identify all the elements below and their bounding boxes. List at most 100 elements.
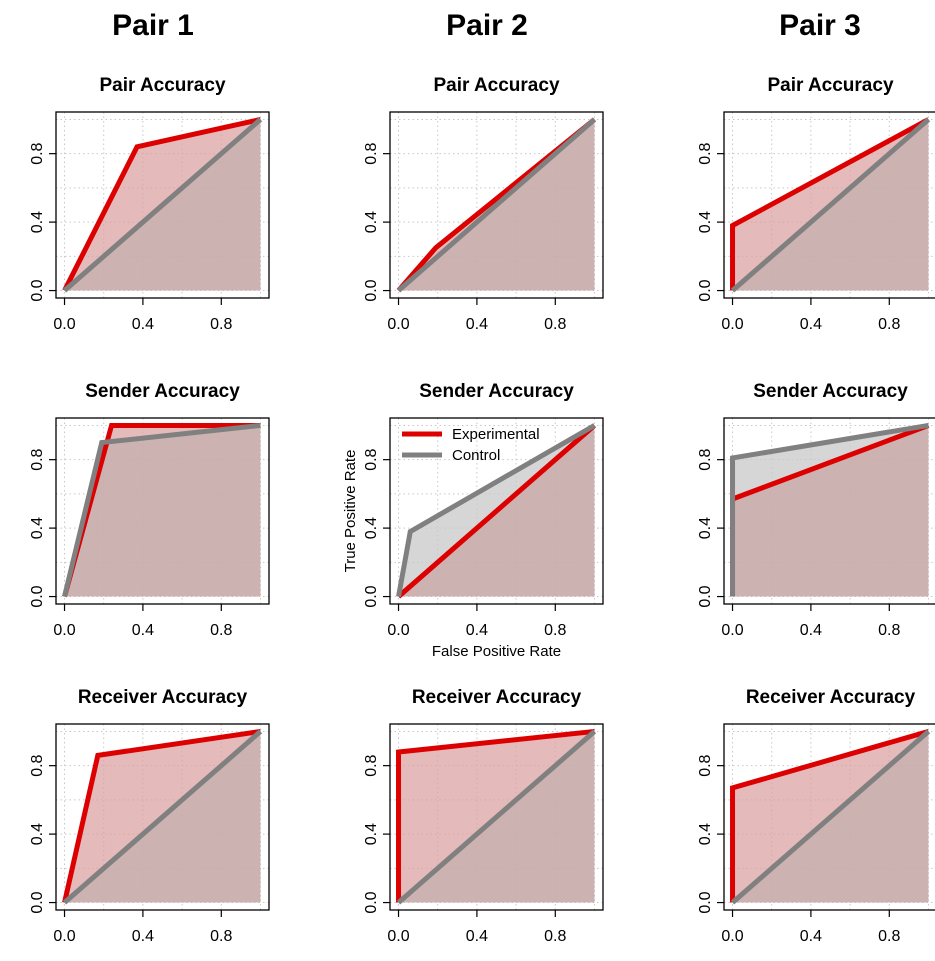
x-tick-label: 0.4 [800,316,822,333]
panel-title: Receiver Accuracy [412,687,582,708]
panel-title: Pair Accuracy [433,75,559,96]
control-line [396,729,597,905]
overlap-tint [732,425,929,597]
roc-panel: Receiver Accuracy 0.0 0.0 0.4 0.4 0.8 0.8 [29,687,270,945]
x-axis-label: False Positive Rate [432,643,561,660]
y-tick-label: 0.0 [29,585,46,607]
plot-area [730,117,931,293]
x-tick-label: 0.8 [878,928,900,945]
panel-title: Pair Accuracy [99,75,225,96]
x-tick-label: 0.0 [387,928,409,945]
plot-frame [723,111,935,299]
overlap-tint [64,425,261,597]
plot-frame [55,417,270,605]
y-tick-label: 0.8 [363,448,380,470]
column-title: Pair 3 [779,9,861,42]
roc-panel: Pair Accuracy 0.0 0.0 0.4 0.4 0.8 0.8 [697,75,935,333]
x-tick-label: 0.8 [544,316,566,333]
experimental-line [396,117,597,293]
control-line [730,422,929,597]
panel-title: Pair Accuracy [767,75,893,96]
x-tick-label: 0.8 [878,622,900,639]
plot-area [62,728,263,905]
x-tick-label: 0.4 [132,622,154,639]
y-tick-label: 0.0 [363,585,380,607]
x-tick-label: 0.0 [53,928,75,945]
control-area [64,425,261,597]
plot-frame [389,723,604,911]
panel-title: Sender Accuracy [753,381,908,402]
plot-area [730,729,931,905]
y-tick-label: 0.8 [29,142,46,164]
x-tick-label: 0.8 [210,622,232,639]
x-tick-label: 0.4 [466,622,488,639]
x-tick-label: 0.4 [132,928,154,945]
y-tick-label: 0.8 [363,142,380,164]
y-tick-label: 0.0 [697,279,714,301]
x-tick-label: 0.8 [544,622,566,639]
x-tick-label: 0.4 [132,316,154,333]
plot-area [396,728,597,905]
x-tick-label: 0.8 [210,928,232,945]
y-tick-label: 0.8 [697,142,714,164]
plot-frame [55,111,270,299]
experimental-line [62,728,261,904]
experimental-line [730,117,930,291]
roc-panel: Receiver Accuracy 0.0 0.0 0.4 0.4 0.8 0.8 [363,687,604,945]
experimental-line [396,728,595,903]
x-tick-label: 0.0 [721,928,743,945]
roc-panel: Receiver Accuracy 0.0 0.0 0.4 0.4 0.8 0.8 [697,687,935,945]
y-tick-label: 0.8 [29,754,46,776]
y-tick-label: 0.0 [697,891,714,913]
y-tick-label: 0.0 [29,891,46,913]
x-tick-label: 0.4 [466,316,488,333]
legend-label: Experimental [452,426,540,443]
panel-title: Sender Accuracy [85,381,240,402]
y-tick-label: 0.8 [697,754,714,776]
plot-frame [723,417,935,605]
x-tick-label: 0.8 [210,316,232,333]
y-tick-label: 0.4 [29,823,46,845]
roc-panel: Pair Accuracy 0.0 0.0 0.4 0.4 0.8 0.8 [29,75,270,333]
roc-panel: Pair Accuracy 0.0 0.0 0.4 0.4 0.8 0.8 [363,75,604,333]
control-area [732,425,929,597]
x-tick-label: 0.0 [53,316,75,333]
control-line [62,422,261,598]
x-tick-label: 0.0 [53,622,75,639]
plot-area [62,116,263,293]
x-tick-label: 0.4 [800,928,822,945]
legend: Experimental Control [402,426,540,464]
y-tick-label: 0.4 [363,517,380,539]
y-tick-label: 0.8 [29,448,46,470]
control-line [62,117,263,293]
x-tick-label: 0.0 [721,316,743,333]
y-tick-label: 0.4 [363,211,380,233]
y-tick-label: 0.0 [363,891,380,913]
control-line [62,729,263,905]
control-line [396,423,596,598]
y-axis-label: True Positive Rate [342,450,359,573]
y-tick-label: 0.0 [697,585,714,607]
y-tick-label: 0.4 [29,211,46,233]
x-tick-label: 0.0 [721,622,743,639]
legend-label: Control [452,447,500,464]
plot-frame [723,723,935,911]
plot-area [396,423,597,599]
plot-area [730,422,930,597]
y-tick-label: 0.4 [697,823,714,845]
y-tick-label: 0.0 [29,279,46,301]
plot-frame [389,111,604,299]
column-title: Pair 1 [112,9,194,42]
plot-area [62,422,261,598]
panel-title: Receiver Accuracy [78,687,248,708]
y-tick-label: 0.8 [697,448,714,470]
x-tick-label: 0.0 [387,316,409,333]
roc-panel: Sender Accuracy 0.0 0.0 0.4 0.4 0.8 0.8 [697,381,935,639]
plot-area [396,117,597,293]
y-tick-label: 0.4 [697,517,714,539]
y-tick-label: 0.4 [363,823,380,845]
x-tick-label: 0.8 [544,928,566,945]
roc-panel: Sender Accuracy 0.0 0.0 0.4 0.4 0.8 0.8 False P… [342,381,604,660]
panel-title: Receiver Accuracy [746,687,916,708]
y-tick-label: 0.0 [363,279,380,301]
